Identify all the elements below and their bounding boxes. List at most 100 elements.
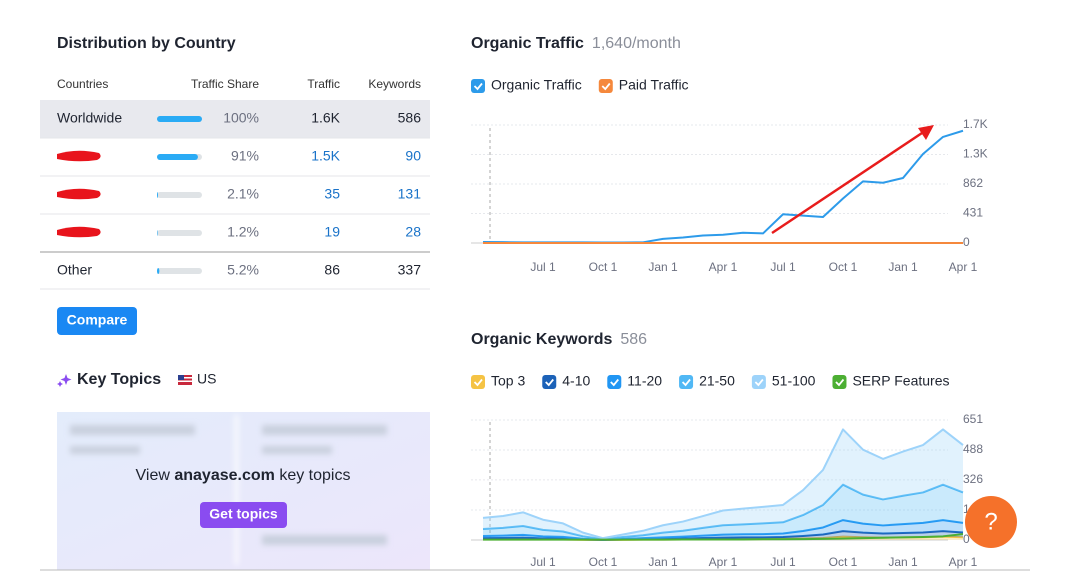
y-tick-label: 1.3K	[963, 147, 988, 161]
legend-label[interactable]: Top 3	[491, 373, 525, 389]
annotation-arrow	[771, 129, 926, 235]
x-tick-label: Apr 1	[949, 555, 978, 569]
series-line	[482, 519, 964, 541]
x-tick-label: Jan 1	[888, 260, 918, 274]
legend-checkbox[interactable]	[471, 375, 485, 389]
prompt-text: View	[136, 467, 175, 484]
keywords[interactable]: 131	[398, 186, 422, 202]
traffic[interactable]: 1.5K	[311, 148, 340, 164]
compare-button-label[interactable]: Compare	[67, 312, 128, 328]
row-highlight	[40, 100, 430, 138]
country: Other	[57, 262, 92, 278]
x-tick-label: Oct 1	[829, 555, 858, 569]
redacted	[57, 188, 101, 200]
y-tick-label: 862	[963, 176, 983, 190]
series-line	[482, 483, 964, 541]
check-mark	[545, 378, 554, 387]
legend-label[interactable]: 51-100	[772, 373, 816, 389]
x-tick-label: Jul 1	[530, 555, 556, 569]
redacted	[57, 226, 101, 238]
share-bar	[157, 154, 198, 160]
y-tick-label: 431	[963, 206, 983, 220]
legend-checkbox[interactable]	[607, 375, 622, 389]
series-line	[482, 530, 964, 541]
area-band	[483, 429, 963, 540]
legend-checkbox[interactable]	[542, 375, 557, 389]
x-tick-label: Apr 1	[709, 260, 738, 274]
legend-label[interactable]: Organic Traffic	[491, 77, 582, 93]
x-tick-label: Jan 1	[648, 260, 678, 274]
column-header: Countries	[57, 77, 108, 91]
share-bar	[157, 230, 158, 236]
share-bar	[157, 116, 202, 122]
x-tick-label: Jul 1	[770, 260, 796, 274]
key-topics-title: Key Topics	[77, 371, 161, 388]
chart-subtitle: 586	[620, 331, 647, 348]
traffic: 1.6K	[311, 110, 340, 126]
check-mark	[681, 378, 691, 387]
x-tick-label: Jul 1	[770, 555, 796, 569]
legend-label[interactable]: 4-10	[562, 373, 590, 389]
y-tick-label: 0	[963, 532, 970, 546]
chart-title: Organic Traffic	[471, 35, 584, 52]
annotation-arrowhead	[918, 125, 934, 140]
x-tick-label: Oct 1	[589, 260, 618, 274]
section-title: Distribution by Country	[57, 35, 236, 52]
check-mark	[610, 378, 619, 387]
share-label: 5.2%	[227, 262, 259, 278]
traffic[interactable]: 19	[324, 224, 340, 240]
legend-checkbox[interactable]	[832, 375, 847, 389]
get-topics-button[interactable]	[200, 502, 287, 528]
traffic[interactable]: 35	[324, 186, 340, 202]
legend-label[interactable]: 21-50	[699, 373, 735, 389]
share-track	[157, 192, 202, 198]
country: Worldwide	[57, 110, 122, 126]
legend-label[interactable]: SERP Features	[852, 373, 949, 389]
check-mark	[754, 378, 764, 387]
series-line	[483, 533, 964, 541]
y-tick-label: 488	[963, 442, 983, 456]
sparkle-icon	[57, 374, 72, 387]
x-tick-label: Apr 1	[709, 555, 738, 569]
check-mark	[835, 378, 845, 387]
share-bar	[157, 192, 158, 198]
redacted	[57, 150, 101, 162]
blurred-content	[70, 415, 387, 565]
legend-checkbox[interactable]	[751, 375, 766, 389]
legend-checkbox[interactable]	[471, 79, 485, 93]
topics-prompt: View anayase.com key topics	[136, 467, 351, 484]
get-topics-label[interactable]: Get topics	[209, 506, 278, 522]
check-mark	[473, 378, 483, 387]
legend-label[interactable]: Paid Traffic	[619, 77, 689, 93]
share-label: 2.1%	[227, 186, 259, 202]
prompt-text: key topics	[275, 467, 351, 484]
keywords: 337	[398, 262, 422, 278]
legend-checkbox[interactable]	[679, 375, 694, 389]
share-label: 100%	[223, 110, 259, 126]
flag-icon	[178, 375, 192, 385]
share-bar	[157, 268, 160, 274]
prompt-domain: anayase.com	[174, 467, 275, 484]
chart-title: Organic Keywords	[471, 331, 612, 348]
legend-label[interactable]: 11-20	[627, 373, 662, 389]
y-tick-label: 651	[963, 412, 983, 426]
keywords: 586	[398, 110, 422, 126]
keywords[interactable]: 28	[405, 224, 421, 240]
share-label: 1.2%	[227, 224, 259, 240]
share-track	[157, 230, 202, 236]
share-label: 91%	[231, 148, 259, 164]
compare-button[interactable]	[57, 307, 137, 335]
x-tick-label: Oct 1	[829, 260, 858, 274]
y-tick-label: 1.7K	[963, 117, 988, 131]
keywords[interactable]: 90	[405, 148, 421, 164]
share-track	[157, 268, 202, 274]
x-tick-label: Jan 1	[888, 555, 918, 569]
help-button[interactable]	[965, 496, 1017, 548]
series-line	[482, 428, 964, 540]
x-tick-label: Jan 1	[648, 555, 678, 569]
help-label[interactable]: ?	[984, 508, 997, 535]
legend-checkbox[interactable]	[598, 79, 613, 93]
area-band	[483, 520, 963, 540]
x-tick-label: Oct 1	[589, 555, 618, 569]
